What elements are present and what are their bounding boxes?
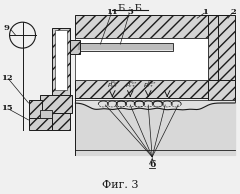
Text: $P_{ст}$: $P_{ст}$ — [107, 81, 118, 90]
Bar — [41, 95, 72, 113]
Bar — [78, 43, 173, 51]
Text: $P_{ст}$: $P_{ст}$ — [147, 78, 157, 87]
Text: $P_{ст}$: $P_{ст}$ — [110, 78, 120, 87]
Bar — [41, 110, 53, 118]
Text: 12: 12 — [1, 74, 12, 82]
Bar — [70, 40, 80, 54]
Text: 2: 2 — [230, 8, 236, 16]
Bar — [29, 118, 53, 130]
Text: 1: 1 — [202, 8, 208, 16]
Bar — [29, 100, 42, 128]
Bar — [75, 38, 208, 80]
Text: 3: 3 — [127, 8, 133, 16]
Text: 15: 15 — [1, 104, 12, 112]
Bar — [208, 80, 235, 100]
Bar — [218, 15, 235, 105]
Text: 11: 11 — [107, 8, 118, 16]
Text: $P_{ст}$: $P_{ст}$ — [125, 81, 136, 90]
Bar — [55, 30, 67, 90]
Bar — [208, 15, 230, 100]
Bar — [53, 28, 70, 130]
Bar — [75, 15, 230, 38]
Text: Фиг. 3: Фиг. 3 — [102, 180, 138, 190]
Text: Б · Б: Б · Б — [118, 4, 142, 13]
Text: 9: 9 — [4, 24, 10, 32]
Text: 6: 6 — [149, 160, 156, 169]
Text: $P_{ст}$: $P_{ст}$ — [143, 81, 154, 90]
Bar — [75, 80, 208, 98]
Text: $P_{ст}$: $P_{ст}$ — [128, 78, 138, 87]
Bar — [75, 100, 235, 150]
